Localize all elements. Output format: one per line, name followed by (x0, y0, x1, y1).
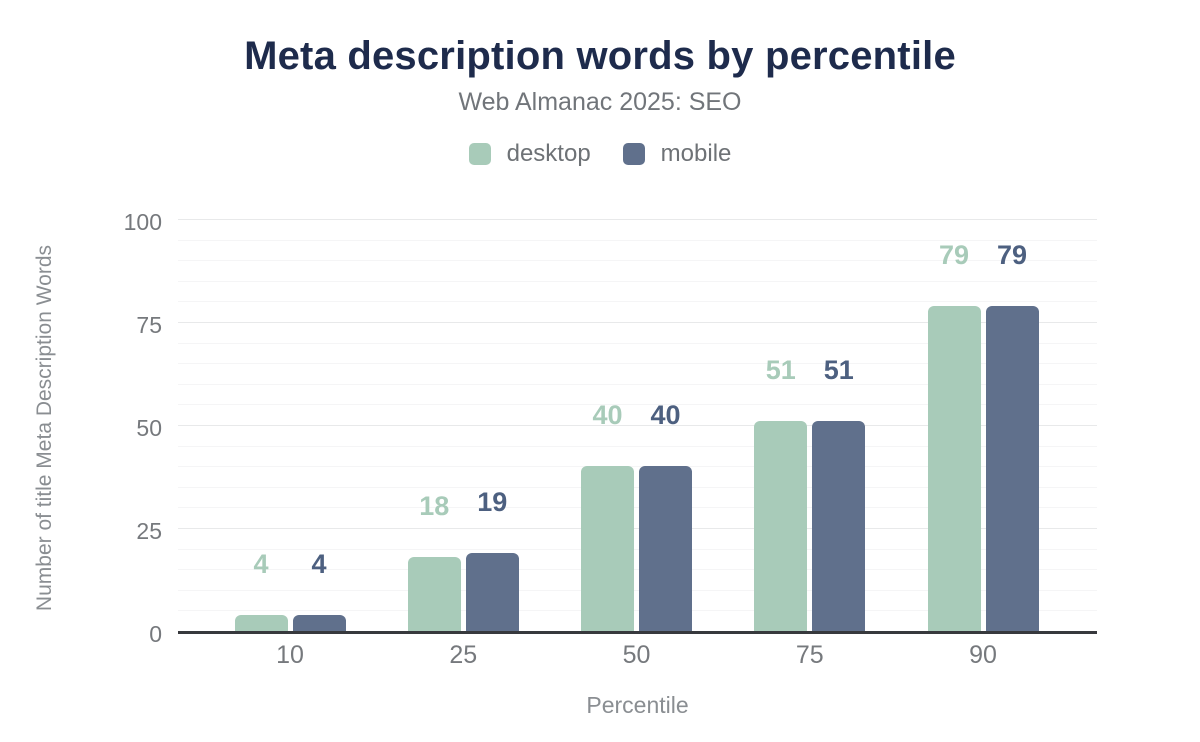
gridline-minor (178, 548, 1097, 550)
bar-value-mobile-p10: 4 (311, 548, 327, 579)
gridline-minor (178, 507, 1097, 509)
y-tick-label: 50 (136, 415, 162, 441)
bar-mobile-p75[interactable] (812, 420, 866, 631)
bar-mobile-p10[interactable] (292, 614, 346, 631)
bar-value-desktop-p90: 79 (938, 239, 970, 270)
gridline-minor (178, 363, 1097, 365)
bar-value-desktop-p10: 4 (253, 548, 269, 579)
y-axis-ticks: 0 25 50 75 100 (0, 210, 162, 646)
mobile-series-swatch-icon (622, 143, 645, 165)
y-tick-label: 75 (136, 312, 162, 338)
gridline-minor (178, 383, 1097, 385)
y-tick-label: 0 (149, 621, 162, 647)
legend-item-desktop[interactable]: desktop (468, 140, 591, 168)
bar-value-mobile-p90: 79 (996, 239, 1028, 270)
x-tick-label: 10 (276, 641, 304, 669)
bar-value-mobile-p25: 19 (477, 486, 508, 517)
gridline-minor (178, 342, 1097, 344)
legend-label-mobile: mobile (660, 140, 732, 167)
bar-desktop-p75[interactable] (754, 420, 808, 631)
plot-area: 4 4 18 19 40 40 51 51 79 79 (178, 219, 1097, 634)
gridline-minor (178, 404, 1097, 406)
gridline-major (178, 219, 1097, 220)
bar-value-mobile-p75: 51 (823, 354, 854, 385)
gridline-major (178, 322, 1097, 323)
legend-label-desktop: desktop (506, 140, 591, 167)
x-tick-label: 50 (622, 641, 651, 669)
gridline-minor (178, 260, 1097, 262)
bar-value-mobile-p50: 40 (650, 400, 681, 431)
gridline-minor (178, 610, 1097, 612)
bar-mobile-p25[interactable] (465, 552, 519, 631)
x-tick-label: 25 (449, 641, 478, 669)
bar-mobile-p90[interactable] (985, 305, 1039, 631)
gridline-minor (178, 445, 1097, 447)
x-tick-label: 75 (795, 641, 824, 669)
x-tick-label: 90 (969, 641, 997, 669)
gridline-minor (178, 589, 1097, 591)
gridline-minor (178, 466, 1097, 468)
gridline-minor (178, 280, 1097, 282)
bar-desktop-p50[interactable] (581, 466, 634, 631)
gridline-minor (178, 239, 1097, 241)
bar-desktop-p10[interactable] (234, 614, 288, 631)
gridline-minor (178, 569, 1097, 571)
bar-desktop-p25[interactable] (407, 556, 461, 631)
legend: desktop mobile (0, 140, 1200, 168)
desktop-series-swatch-icon (468, 143, 491, 165)
gridline-minor (178, 486, 1097, 488)
chart-title: Meta description words by percentile (244, 34, 956, 78)
x-axis-title: Percentile (586, 692, 689, 718)
legend-item-mobile[interactable]: mobile (622, 140, 732, 168)
bar-desktop-p90[interactable] (927, 305, 981, 631)
y-tick-label: 100 (123, 209, 162, 235)
bar-value-desktop-p50: 40 (592, 400, 623, 431)
gridline-minor (178, 301, 1097, 303)
chart-subtitle: Web Almanac 2025: SEO (458, 88, 742, 116)
gridline-major (178, 425, 1097, 426)
bar-value-desktop-p25: 18 (419, 490, 450, 521)
y-tick-label: 25 (136, 518, 162, 544)
x-axis-labels: 10 25 50 75 90 (178, 642, 1097, 670)
bar-mobile-p50[interactable] (639, 466, 692, 631)
gridline-major (178, 528, 1097, 529)
bar-value-desktop-p75: 51 (765, 354, 796, 385)
